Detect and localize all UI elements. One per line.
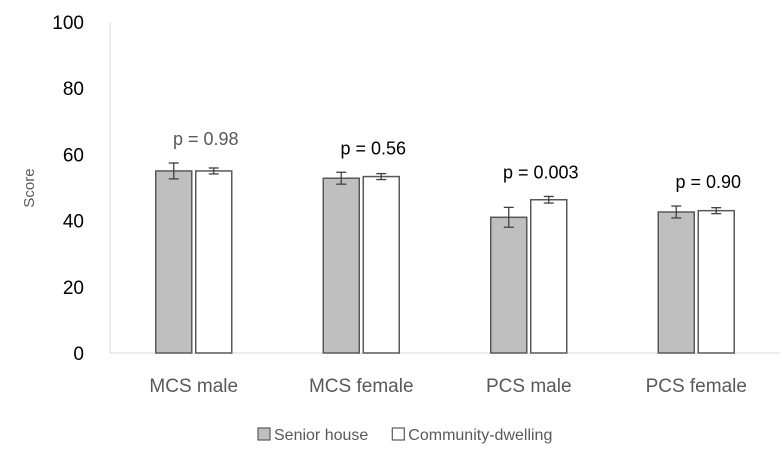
y-tick-label: 80 [63, 79, 84, 100]
p-value-annotation: p = 0.98 [173, 129, 239, 149]
x-tick-label: MCS female [309, 376, 414, 397]
bar-senior-house [490, 216, 528, 354]
legend-label: Senior house [274, 427, 368, 444]
y-tick-label: 40 [63, 212, 84, 233]
legend-item-senior-house: Senior house [257, 427, 368, 444]
legend-swatch [391, 427, 405, 441]
bar-senior-house [657, 211, 695, 354]
y-tick-label: 100 [52, 13, 84, 34]
legend-swatch [257, 427, 271, 441]
x-tick-label: MCS male [149, 376, 238, 397]
bar-community-dwelling [697, 209, 735, 354]
y-tick-label: 0 [73, 344, 84, 365]
p-value-annotation: p = 0.003 [503, 162, 579, 182]
bar-community-dwelling [195, 170, 233, 354]
x-tick-label: PCS male [486, 376, 572, 397]
y-tick-label: 20 [63, 278, 84, 299]
error-bar [503, 206, 514, 228]
error-bar [168, 162, 179, 180]
error-bar [336, 171, 347, 185]
error-bar [711, 207, 722, 215]
bar-senior-house [155, 170, 193, 354]
p-value-annotation: p = 0.56 [340, 138, 406, 158]
bar-senior-house [322, 177, 360, 354]
error-bar [376, 172, 387, 181]
legend-item-community-dwelling: Community-dwelling [391, 427, 552, 444]
y-tick-label: 60 [63, 145, 84, 166]
bar-community-dwelling [362, 175, 400, 354]
legend-label: Community-dwelling [408, 427, 552, 444]
bar-community-dwelling [530, 198, 568, 354]
p-value-annotation: p = 0.90 [675, 172, 741, 192]
error-bar [543, 195, 554, 204]
error-bar [208, 167, 219, 175]
y-axis-label: Score [21, 168, 38, 207]
error-bar [671, 205, 682, 219]
x-tick-label: PCS female [646, 376, 747, 397]
